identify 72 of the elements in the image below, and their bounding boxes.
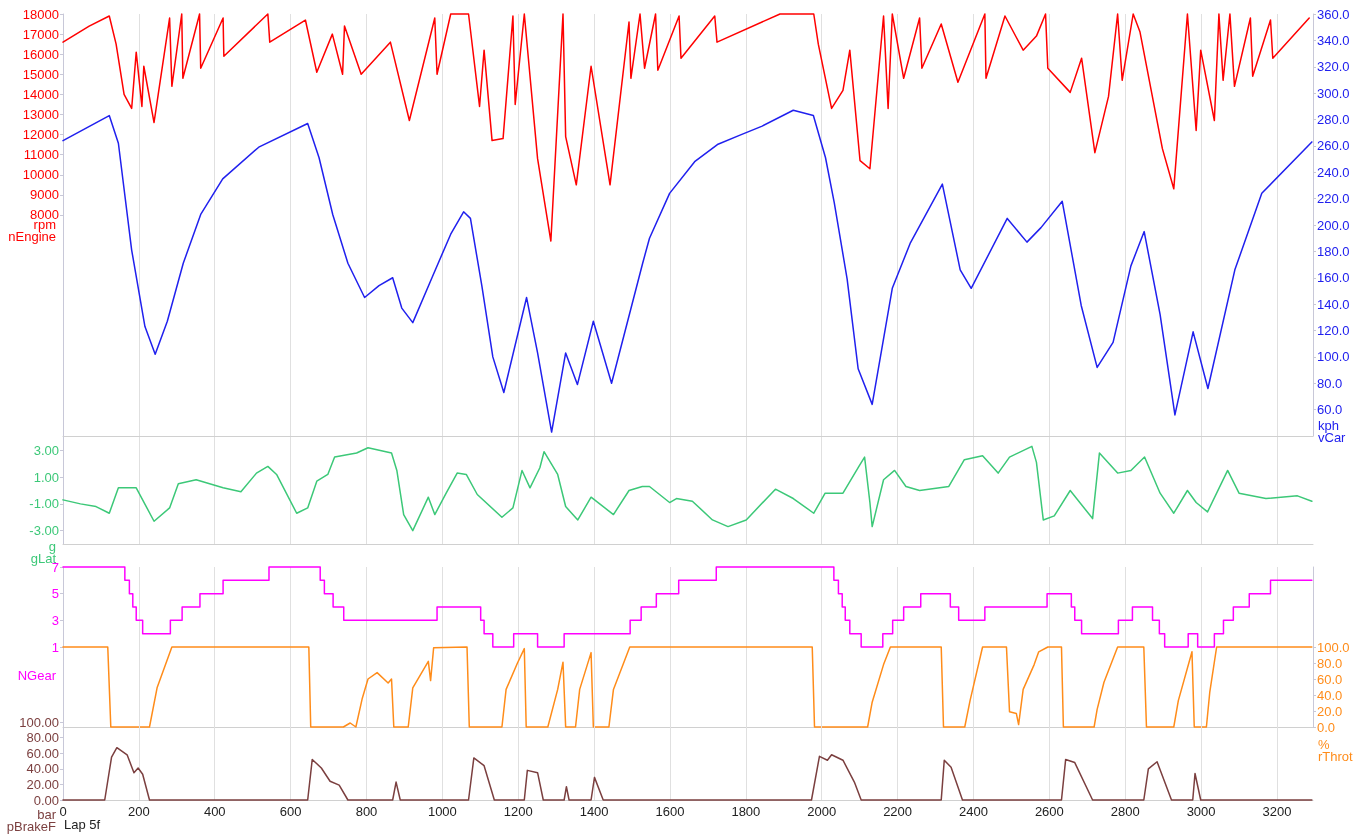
x-tick-label: 1400 [579,804,609,819]
y2-tick-label: 360.0 [1317,6,1350,22]
y-tick-label: 17000 [22,26,59,42]
y-axis-title: bar pBrakeF [6,806,57,834]
x-tick-label: 800 [355,804,378,819]
x-tick-label: 1000 [427,804,457,819]
y-tick-label: 12000 [22,127,59,143]
y-tick-label: 60.00 [26,745,59,761]
y2-tick-label: 120.0 [1317,323,1350,338]
y2-tick-label: 100.0 [1317,639,1350,655]
x-tick-label: 600 [279,804,302,819]
line-series [62,13,1310,242]
x-tick-label: 400 [203,804,226,819]
x-axis-title: Lap 5f [64,817,101,832]
y-tick-label: 10000 [22,167,59,183]
y-tick-label: 1.00 [33,469,59,485]
y2-tick-label: 100.0 [1317,349,1350,365]
y-tick-label: 5 [51,586,59,602]
y-tick-label: 15000 [22,66,59,82]
y2-tick-label: 320.0 [1317,59,1350,75]
y2-axis-title: % rThrot [1318,736,1354,764]
y2-tick-label: 20.0 [1317,703,1343,719]
y-tick-label: 0.00 [33,792,59,808]
y2-tick-label: 40.0 [1317,687,1343,703]
y-tick-label: 80.00 [26,730,59,746]
y2-tick-label: 340.0 [1317,32,1350,48]
y-axis-title: NGear [17,667,57,683]
y2-axis-title: kph vCar [1318,417,1347,445]
y2-tick-label: 280.0 [1317,112,1350,127]
x-tick-label: 3200 [1262,804,1292,819]
x-tick-label: 2200 [883,804,913,819]
y-tick-label: 16000 [22,46,59,62]
y-tick-label: 100.00 [19,714,59,730]
y-tick-label: 14000 [22,86,59,102]
x-tick-label: 1200 [503,804,533,819]
y2-tick-label: 60.0 [1317,402,1343,418]
y2-tick-label: 0.0 [1317,719,1336,735]
y2-tick-label: 260.0 [1317,138,1350,154]
y2-tick-label: 200.0 [1317,217,1350,233]
y-tick-label: 18000 [22,6,59,22]
x-tick-label: 3000 [1186,804,1216,819]
y-tick-label: 40.00 [26,761,59,777]
x-tick-label: 2600 [1034,804,1064,819]
y-tick-label: -1.00 [29,496,59,512]
x-tick-label: 1800 [731,804,761,819]
y-tick-label: 3.00 [33,442,59,458]
y2-tick-label: 300.0 [1317,85,1350,101]
y-tick-label: 13000 [22,106,59,122]
x-tick-label: 1600 [655,804,685,819]
y-tick-label: 3 [51,612,59,628]
line-series [62,445,1313,532]
y2-tick-label: 140.0 [1317,296,1350,312]
y-tick-label: 9000 [30,187,59,203]
x-tick-label: 2400 [959,804,988,819]
x-tick-label: 200 [128,804,150,819]
y-tick-label: 1 [51,639,59,655]
y2-tick-label: 160.0 [1317,270,1350,286]
y-tick-label: -3.00 [29,523,59,539]
y-tick-label: 11000 [23,147,59,163]
line-series [62,746,1313,801]
y2-tick-label: 220.0 [1317,191,1350,207]
line-series [62,109,1313,433]
y2-tick-label: 240.0 [1317,164,1350,180]
y2-tick-label: 60.0 [1317,671,1343,687]
y2-tick-label: 180.0 [1317,243,1350,259]
y2-tick-label: 80.0 [1317,375,1343,391]
x-tick-label: 2800 [1110,804,1140,819]
line-series [62,646,1313,728]
y2-tick-label: 80.0 [1317,655,1343,671]
x-tick-label: 0 [59,804,67,819]
x-tick-label: 2000 [807,804,837,819]
y-tick-label: 20.00 [26,776,59,792]
